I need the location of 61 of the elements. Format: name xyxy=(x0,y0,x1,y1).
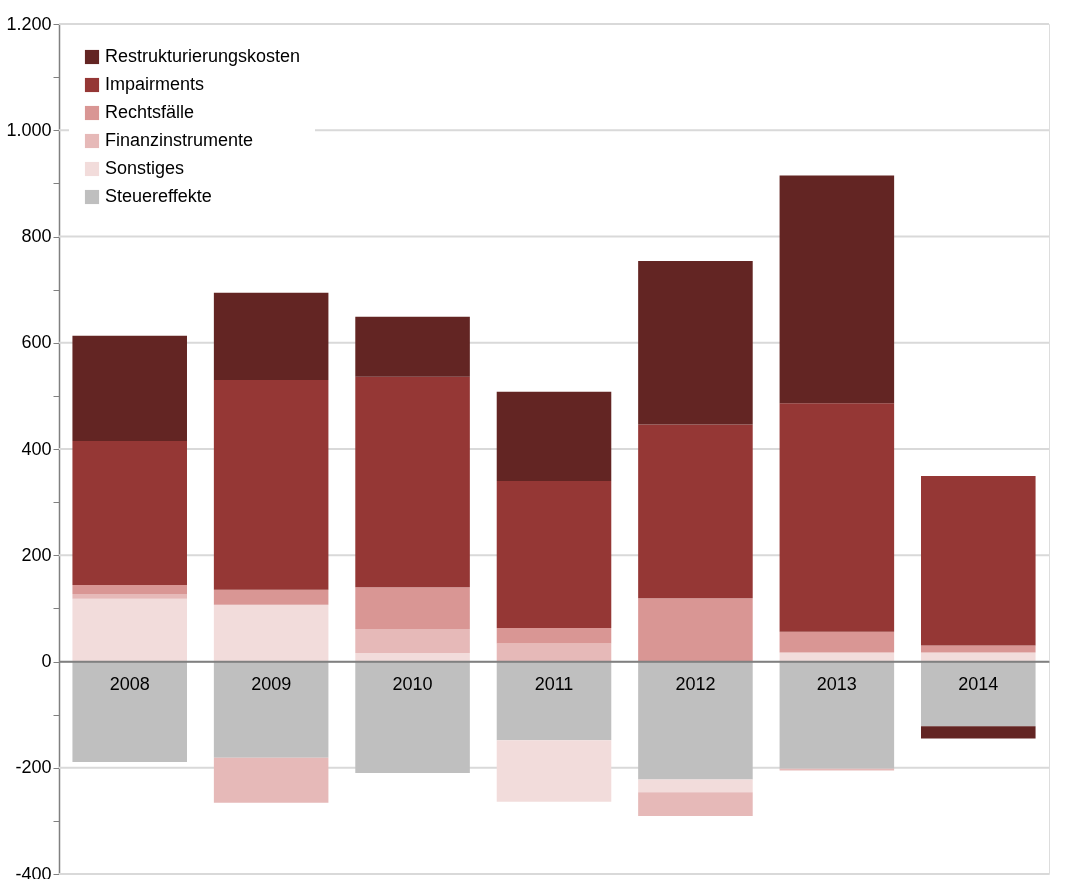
y-tick-label: 800 xyxy=(21,226,52,246)
x-tick-label: 2008 xyxy=(109,674,150,694)
y-tick-label: 1.200 xyxy=(6,13,52,34)
bar xyxy=(213,661,329,758)
bar xyxy=(213,379,329,590)
legend-label: Impairments xyxy=(105,74,205,94)
bar xyxy=(496,628,612,644)
bar xyxy=(921,726,1036,739)
bar xyxy=(638,792,753,817)
bar xyxy=(213,292,329,380)
legend-label: Steuereffekte xyxy=(105,186,212,206)
bar xyxy=(638,661,753,780)
y-tick-label: 200 xyxy=(21,544,52,565)
x-tick-label: 2013 xyxy=(816,674,857,694)
legend-label: Restrukturierungskosten xyxy=(105,46,301,66)
bar xyxy=(921,652,1036,662)
bar xyxy=(355,587,470,630)
x-tick-label: 2009 xyxy=(251,674,292,694)
bar xyxy=(72,594,187,599)
legend-label: Rechtsfälle xyxy=(105,102,195,122)
bar xyxy=(779,631,895,653)
bar xyxy=(72,585,187,595)
y-tick-label: 600 xyxy=(21,332,52,353)
y-tick-label: 1.000 xyxy=(6,119,52,140)
bar xyxy=(779,175,895,404)
legend-label: Finanzinstrumente xyxy=(105,130,254,150)
bar xyxy=(72,335,187,442)
bar xyxy=(72,598,187,662)
y-tick-label: 0 xyxy=(41,651,52,671)
bar xyxy=(496,391,612,481)
bar xyxy=(355,376,470,588)
y-tick-label: -200 xyxy=(15,757,52,778)
bar xyxy=(355,629,470,653)
bar xyxy=(355,661,470,774)
x-tick-label: 2012 xyxy=(675,674,716,694)
bar xyxy=(496,480,612,629)
bar xyxy=(638,424,753,599)
bar xyxy=(355,653,470,662)
bar xyxy=(779,652,895,662)
bar xyxy=(72,441,187,585)
y-tick-label: 400 xyxy=(21,438,52,459)
bar xyxy=(638,779,753,793)
bar xyxy=(213,604,329,662)
bar xyxy=(213,757,329,803)
bar xyxy=(921,661,1036,727)
bar xyxy=(72,661,187,762)
bar xyxy=(496,740,612,802)
bar xyxy=(355,316,470,377)
bar xyxy=(496,643,612,662)
x-tick-label: 2014 xyxy=(958,674,999,694)
bar xyxy=(921,476,1036,646)
bar xyxy=(496,661,612,741)
bar xyxy=(638,260,753,425)
x-tick-label: 2011 xyxy=(534,674,574,694)
bar xyxy=(638,598,753,662)
legend-label: Sonstiges xyxy=(105,158,185,178)
x-tick-label: 2010 xyxy=(392,674,433,694)
bar xyxy=(213,589,329,605)
bar xyxy=(779,661,895,769)
y-tick-label: -400 xyxy=(15,863,52,879)
bar xyxy=(779,403,895,632)
